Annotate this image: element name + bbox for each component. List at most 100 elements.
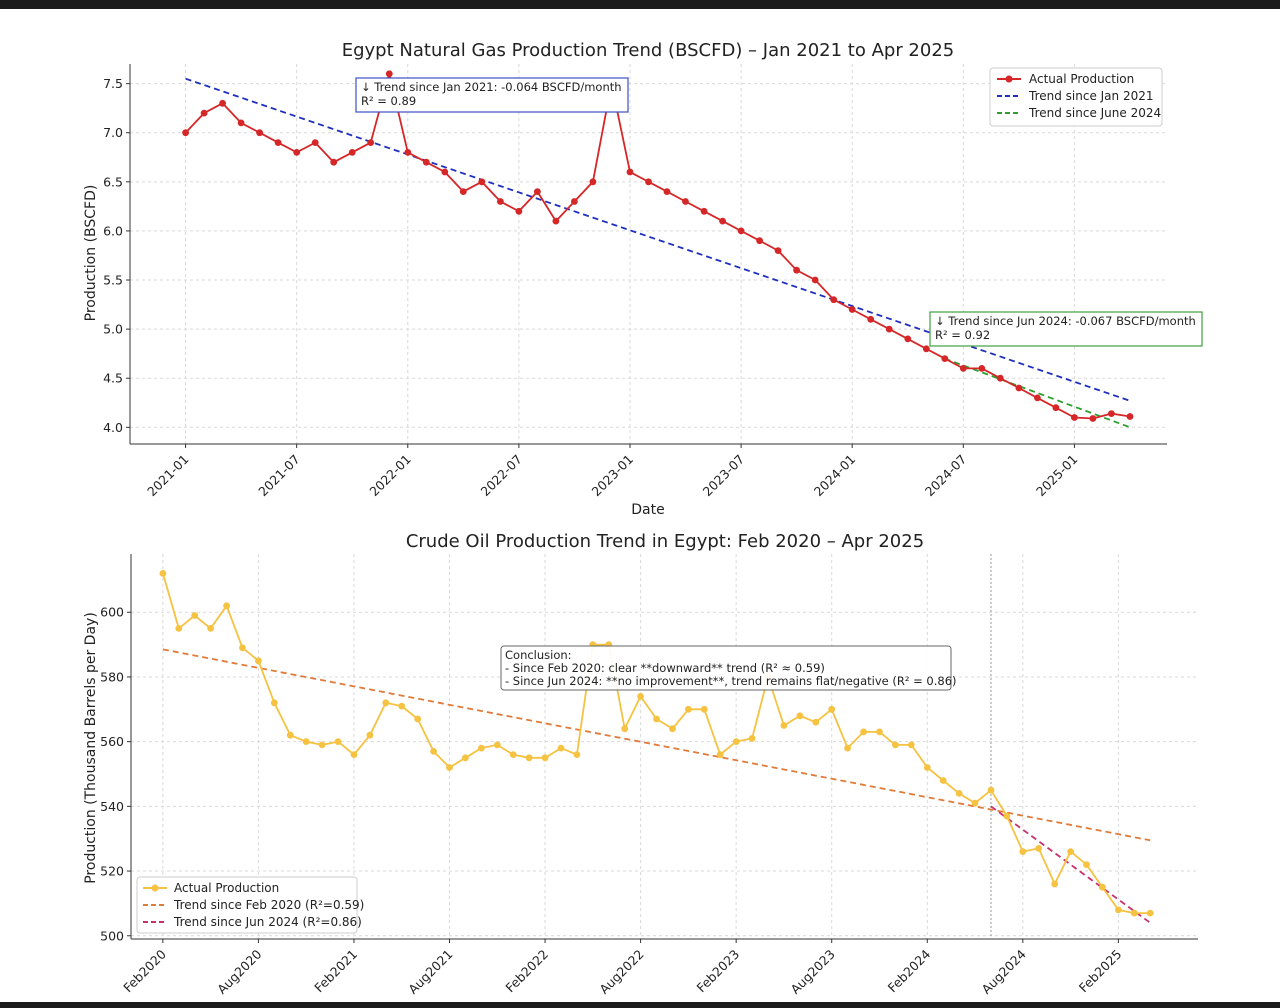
data-point [589,178,597,186]
chart-axes [127,554,1198,943]
data-point [552,217,560,225]
legend-label: Trend since June 2024 [1028,106,1161,120]
y-tick-label: 600 [100,605,124,620]
legend-entry: Trend since Feb 2020 (R²=0.59) [143,898,364,912]
x-tick-label: 2021-07 [255,452,303,500]
x-tick-label: Feb2025 [1076,947,1125,996]
data-point [1108,410,1115,417]
data-point [828,705,836,713]
bottom-frame-bar [0,1002,1280,1008]
data-point [685,705,692,713]
data-point [844,744,851,752]
data-point [414,715,422,723]
data-point [637,693,644,700]
data-point [1083,861,1090,868]
data-point [515,207,523,215]
annotation-line: R² = 0.92 [935,328,990,342]
data-point [478,744,485,752]
data-point [780,722,788,729]
x-tick-label: Feb2023 [694,947,743,996]
y-tick-label: 500 [100,928,124,943]
legend-label: Trend since Feb 2020 (R²=0.59) [173,898,364,912]
data-point [737,227,745,235]
data-point [756,237,763,245]
data-point [1089,415,1097,422]
data-point [876,728,883,736]
data-point [462,754,469,762]
x-tick-label: 2023-01 [589,452,637,500]
data-point [557,744,565,752]
x-tick-label: Feb2020 [120,946,169,995]
y-axis-label: Production (BSCFD) [83,185,99,322]
legend-label: Trend since Jun 2024 (R²=0.86) [173,915,362,929]
chart-title: Egypt Natural Gas Production Trend (BSCF… [342,40,955,61]
x-tick-label: 2021-01 [144,452,192,500]
trend-line [990,805,1151,924]
data-point [398,702,406,710]
x-tick-label: 2024-01 [811,452,859,500]
oil-production-chart: Crude Oil Production Trend in Egypt: Feb… [83,531,1198,997]
y-tick-label: 7.5 [103,76,123,91]
x-tick-label: Feb2024 [885,946,934,995]
y-tick-label: 4.0 [103,420,123,435]
legend-entry: Trend since Jun 2024 (R²=0.86) [143,915,362,929]
annotation-line: - Since Feb 2020: clear **downward** tre… [505,661,825,675]
y-tick-labels: 500 520 540 560 580 600 [100,605,124,944]
data-point [182,129,190,137]
data-point [1115,906,1122,914]
data-point [478,178,486,186]
data-point [348,149,356,156]
x-tick-label: Aug2020 [214,946,264,996]
data-point [885,325,893,333]
data-point [700,705,708,713]
chart-axes [126,64,1167,448]
data-point [848,306,856,313]
data-point [716,751,724,758]
data-point [191,612,199,619]
data-point [286,731,294,739]
data-point [653,715,660,723]
data-point [1019,848,1027,855]
data-point [459,188,467,196]
data-point [669,725,676,733]
data-point [1051,880,1059,888]
y-tick-labels: 4.0 4.5 5.0 5.5 6.0 6.5 7.0 7.5 [103,76,123,435]
data-point [256,129,263,137]
data-point [892,741,899,749]
x-tick-label: Aug2024 [979,946,1029,996]
x-tick-labels: Feb2020 Aug2020 Feb2021 Aug2021 Feb2022 Aug20… [120,946,1124,996]
legend-label: Actual Production [174,881,279,895]
data-point [430,748,437,755]
data-point [509,751,517,758]
data-point [923,764,931,771]
data-point [621,725,629,733]
data-point [1052,404,1060,412]
x-tick-label: Aug2021 [405,947,455,997]
chart-series [182,70,1134,429]
data-point [663,188,671,196]
data-point [796,712,804,720]
data-point [274,139,282,147]
annotation-line: ↓ Trend since Jan 2021: -0.064 BSCFD/mon… [361,80,622,94]
data-point [1034,394,1041,402]
data-point [422,158,430,166]
data-point [978,365,986,372]
trend-annotation-jan2021: ↓ Trend since Jan 2021: -0.064 BSCFD/mon… [355,77,629,113]
data-point [366,731,374,739]
y-tick-label: 580 [100,669,124,684]
data-point [987,786,995,794]
data-point [302,738,310,745]
y-tick-label: 6.5 [103,174,123,189]
y-tick-label: 540 [100,799,124,814]
data-point [748,735,756,742]
legend-entry: Actual Production [143,881,279,895]
chart-grid [131,554,1198,939]
data-point [959,365,967,372]
top-frame-bar [0,0,1280,9]
y-tick-label: 560 [100,734,124,749]
data-point [404,149,412,156]
data-point [971,799,979,807]
data-point [904,335,912,343]
x-axis-label: Date [631,502,664,518]
data-point [682,198,689,205]
